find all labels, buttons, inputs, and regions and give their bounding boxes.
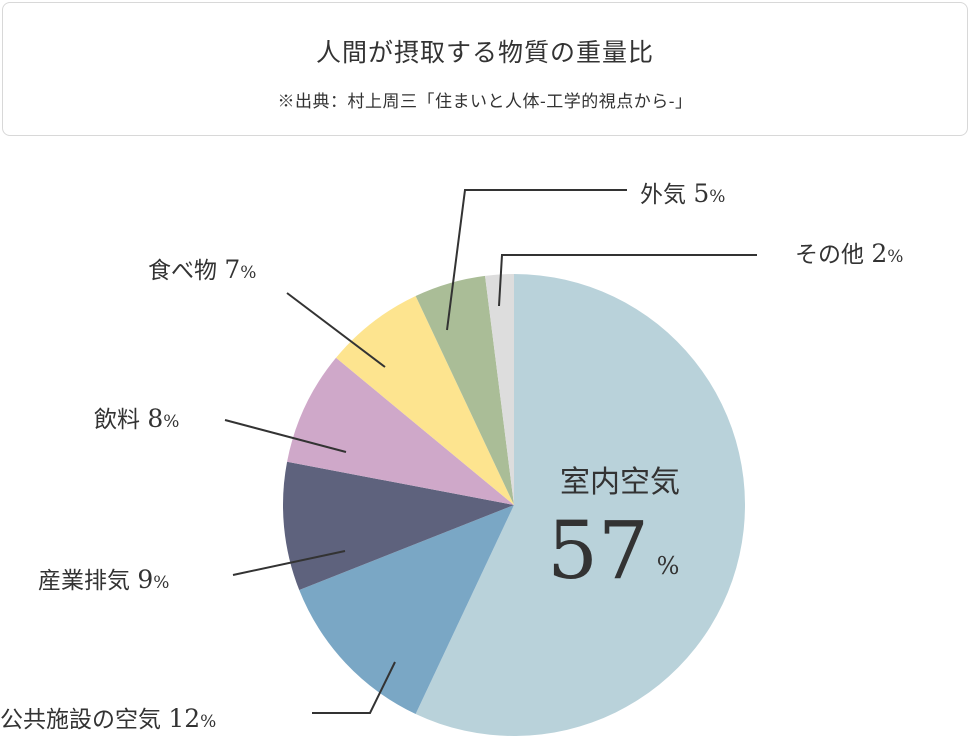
- chart-source-note: ※出典：村上周三「住まいと人体-工学的視点から-」: [277, 92, 693, 112]
- slice-label-beverages: 飲料 8%: [94, 404, 179, 433]
- slice-label-food: 食べ物 7%: [148, 255, 256, 284]
- leader-line-public-facility-air: [312, 661, 396, 714]
- leader-line-beverages: [224, 419, 347, 453]
- slice-label-industrial-exhaust: 産業排気 9%: [38, 565, 169, 594]
- slice-label-outdoor-air: 外気 5%: [640, 179, 725, 208]
- slice-unit-indoor-air: %: [657, 552, 680, 580]
- leader-line-industrial-exhaust: [232, 550, 346, 576]
- pie-slice-industrial-exhaust: [282, 461, 514, 591]
- pie-slice-beverages: [287, 357, 514, 505]
- leader-line-other: [498, 254, 757, 307]
- pie-slice-other: [485, 274, 514, 505]
- slice-label-public-facility-air: 公共施設の空気 12%: [0, 704, 216, 733]
- chart-title: 人間が摂取する物質の重量比: [315, 38, 654, 67]
- chart-header-box: 人間が摂取する物質の重量比 ※出典：村上周三「住まいと人体-工学的視点から-」: [2, 2, 968, 136]
- pie-slice-outdoor-air: [415, 275, 514, 505]
- slice-value-indoor-air: 57: [547, 504, 649, 597]
- pie-slice-indoor-air: [415, 274, 745, 736]
- slice-label-indoor-air: 室内空気: [560, 465, 680, 500]
- slice-label-other: その他 2%: [795, 239, 903, 268]
- pie-slice-food: [336, 295, 514, 505]
- pie-slice-public-facility-air: [299, 505, 514, 715]
- leader-line-food: [286, 292, 386, 368]
- leader-line-outdoor-air: [446, 189, 627, 331]
